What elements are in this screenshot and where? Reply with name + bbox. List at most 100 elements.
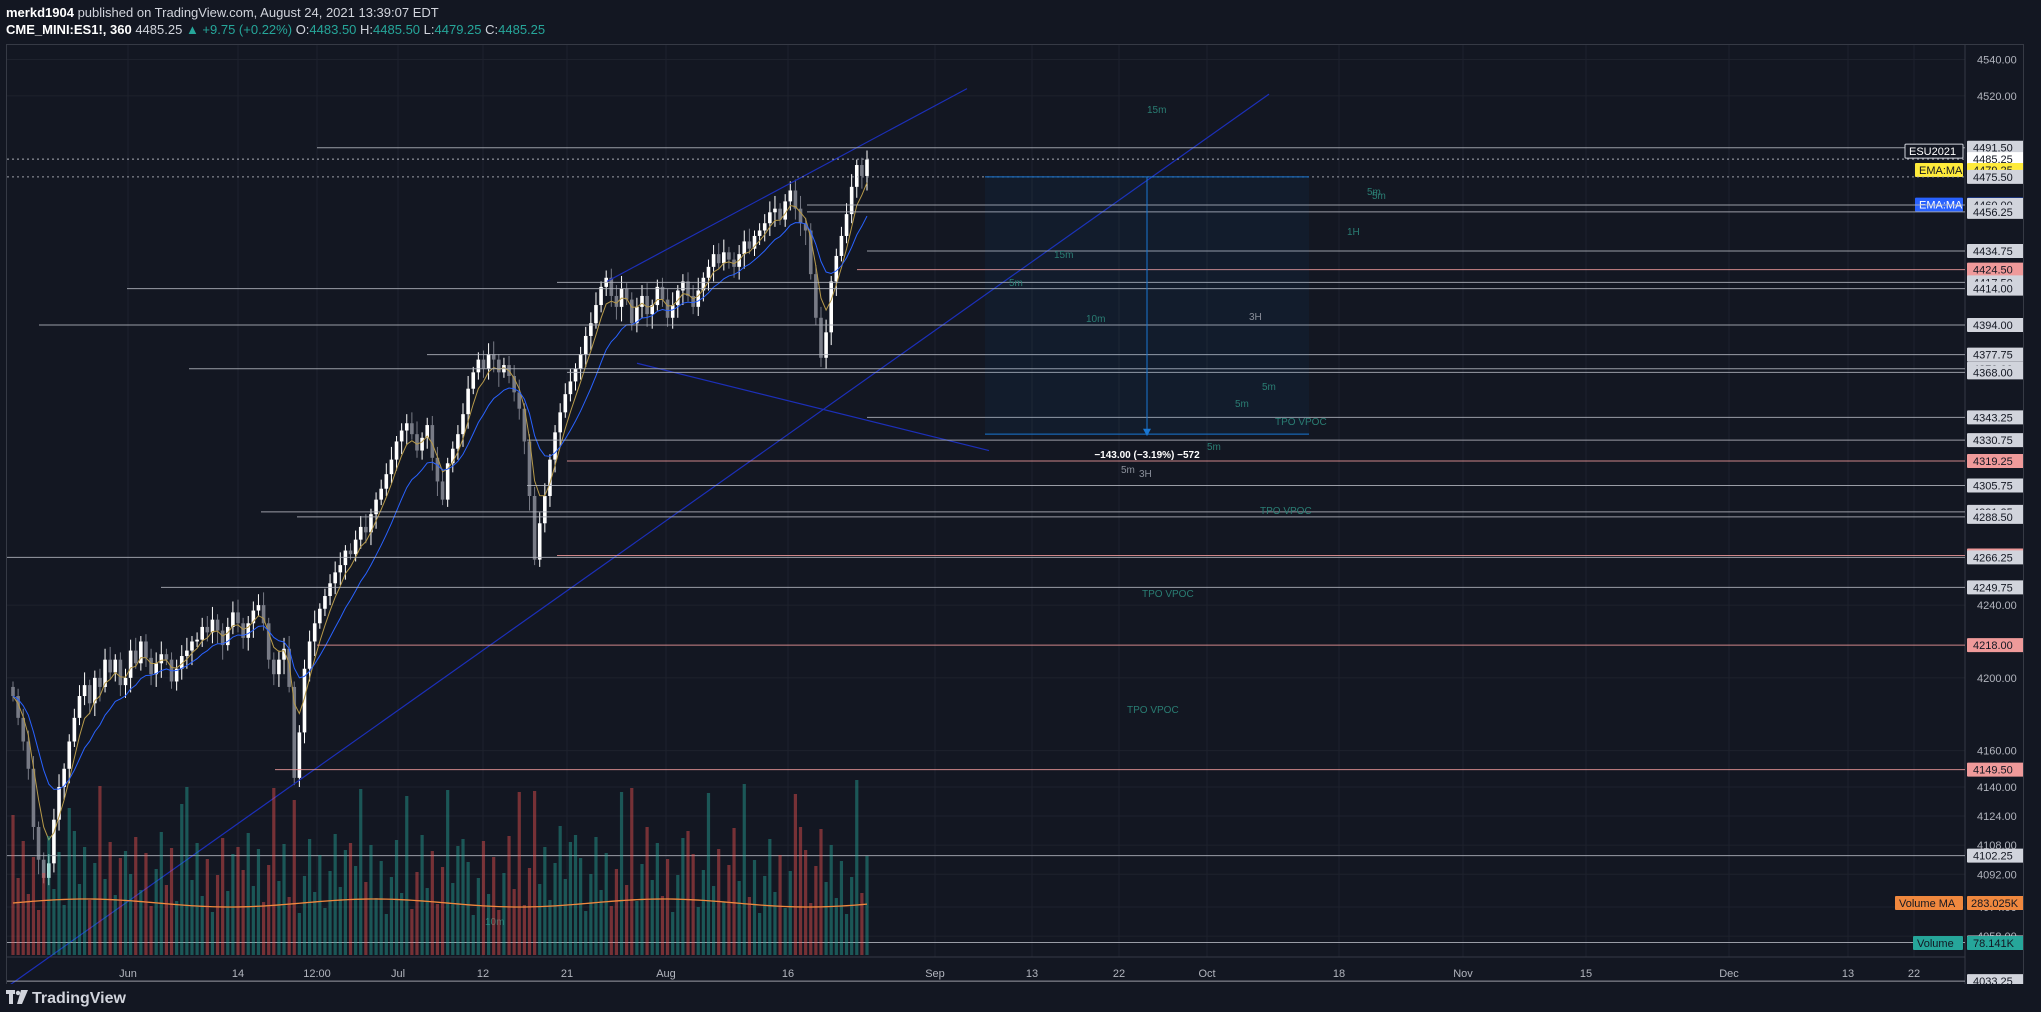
- volume-bar: [72, 831, 76, 955]
- candle-body: [26, 741, 31, 769]
- symbol-label[interactable]: CME_MINI:ES1!, 360: [6, 22, 132, 37]
- volume-bar: [405, 796, 409, 955]
- volume-bar: [543, 847, 547, 955]
- low-value: 4479.25: [434, 22, 482, 37]
- chart-pane[interactable]: 4540.00 4520.00 4240.00 4200.00 4160.00 4140.…: [6, 44, 2024, 988]
- candle-body: [701, 277, 706, 291]
- candle-body: [225, 626, 230, 646]
- volume-bar: [394, 840, 399, 955]
- volume-bar: [752, 860, 757, 955]
- volume-bar: [420, 835, 424, 955]
- candle-body: [200, 626, 205, 640]
- volume-bar: [241, 870, 245, 955]
- candle-body: [272, 659, 276, 675]
- brand-name: TradingView: [32, 990, 126, 1007]
- candle-body: [558, 412, 562, 433]
- candle-body: [808, 230, 813, 275]
- chart-annotation: 5m: [1235, 399, 1249, 410]
- projection-label: −143.00 (−3.19%) −572: [1094, 450, 1200, 461]
- volume-bar: [123, 851, 128, 955]
- candle-body: [338, 565, 343, 573]
- tradingview-logo[interactable]: TradingView: [6, 990, 126, 1008]
- candle-body: [450, 448, 455, 464]
- volume-bar: [302, 876, 307, 955]
- candle-body: [379, 488, 383, 500]
- candle-body: [261, 605, 266, 624]
- candle-body: [374, 499, 378, 515]
- candle-body: [384, 474, 389, 489]
- y-tick-label: 4520.00: [1977, 91, 2017, 103]
- candle-body: [788, 190, 793, 202]
- volume-bar: [159, 832, 163, 955]
- price-level-tag: [1967, 365, 2023, 380]
- price-level-value: 4033.25: [1973, 976, 2013, 987]
- y-tick-label: 4092.00: [1977, 869, 2017, 881]
- volume-bar: [261, 902, 266, 955]
- candle-body: [624, 288, 629, 300]
- candle-body: [323, 596, 327, 609]
- price-level-value: 4434.75: [1973, 246, 2013, 258]
- chart-annotation: TPO VPOC: [1127, 705, 1179, 716]
- volume-bar: [36, 910, 41, 955]
- volume-bar: [466, 862, 470, 955]
- volume-bar: [47, 836, 51, 955]
- volume-bar: [512, 889, 516, 955]
- close-label: C:: [485, 22, 499, 37]
- candle-body: [159, 654, 164, 664]
- candle-body: [486, 354, 491, 369]
- x-tick-label: 15: [1580, 968, 1592, 980]
- candle-body: [670, 305, 675, 318]
- candle-body: [11, 686, 15, 697]
- candle-body: [144, 641, 148, 658]
- volume-bar: [686, 831, 690, 955]
- volume-bar: [354, 866, 358, 955]
- candle-body: [128, 650, 133, 678]
- author-name[interactable]: merkd1904: [6, 5, 74, 20]
- candle-body: [364, 526, 368, 533]
- candle-body: [578, 354, 583, 369]
- volume-bar: [722, 902, 726, 955]
- volume-bar: [221, 838, 225, 955]
- candle-body: [517, 392, 522, 409]
- volume-bar: [527, 868, 532, 955]
- volume-bar: [323, 908, 327, 955]
- candle-body: [93, 677, 97, 704]
- candle-body: [118, 659, 123, 686]
- volume-bar: [343, 850, 347, 955]
- volume-bar: [819, 829, 823, 955]
- volume-bar: [108, 842, 112, 955]
- volume-bar: [256, 849, 261, 955]
- volume-bar: [52, 889, 56, 955]
- volume-bar: [103, 879, 107, 955]
- candle-body: [302, 668, 307, 733]
- chart-annotation: 15m: [1054, 250, 1073, 261]
- x-tick-label: 12: [477, 968, 489, 980]
- candle-body: [369, 514, 373, 533]
- price-chart[interactable]: 4540.00 4520.00 4240.00 4200.00 4160.00 4140.…: [7, 45, 2023, 987]
- candle-body: [210, 619, 215, 633]
- volume-bar: [758, 913, 762, 955]
- volume-bar: [461, 839, 465, 955]
- candle-body: [543, 495, 547, 524]
- candle-body: [430, 425, 435, 458]
- candle-body: [31, 768, 36, 827]
- chart-annotation: 5m: [1207, 442, 1221, 453]
- candle-body: [435, 457, 440, 482]
- price-level-tag: [1967, 550, 2023, 565]
- candle-body: [553, 432, 557, 460]
- candle-body: [57, 786, 61, 820]
- price-level-tag: [1967, 433, 2023, 448]
- candle-body: [190, 641, 194, 651]
- candle-body: [706, 266, 711, 278]
- volume-bar: [113, 895, 117, 955]
- low-label: L:: [423, 22, 435, 37]
- price-level-tag: [1967, 453, 2023, 468]
- volume-bar: [604, 853, 608, 955]
- x-tick-label: 13: [1842, 968, 1854, 980]
- candle-body: [629, 299, 634, 324]
- candle-body: [98, 677, 102, 687]
- candle-body: [742, 241, 747, 255]
- volume-bar: [210, 912, 215, 955]
- volume-bar: [267, 865, 271, 955]
- candle-body: [87, 685, 92, 704]
